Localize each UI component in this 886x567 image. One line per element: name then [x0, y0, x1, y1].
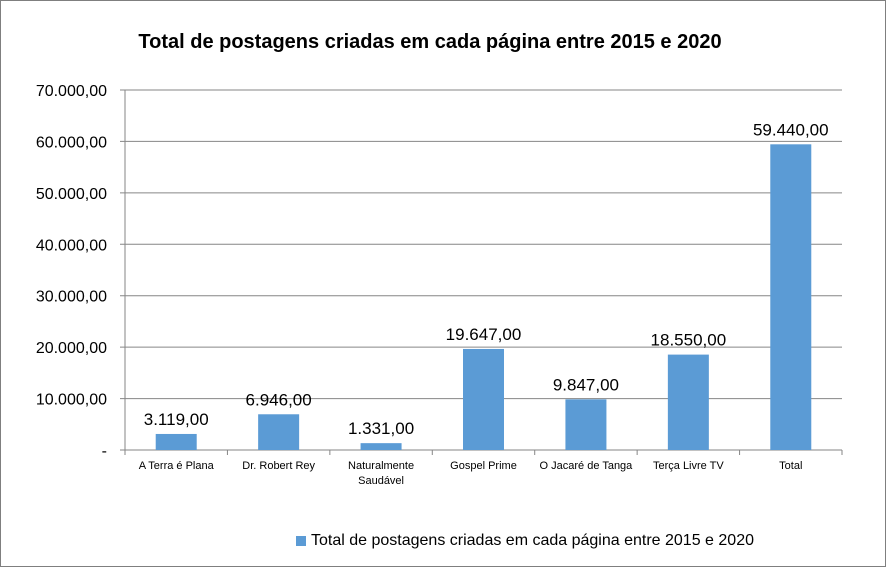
y-tick-label: 20.000,00	[36, 340, 107, 357]
category-label-line: A Terra é Plana	[139, 460, 215, 472]
legend: Total de postagens criadas em cada págin…	[296, 532, 754, 550]
y-tick-label: 10.000,00	[36, 392, 107, 409]
data-label: 3.119,00	[144, 410, 209, 429]
chart-title: Total de postagens criadas em cada págin…	[138, 31, 722, 53]
data-label: 59.440,00	[753, 120, 829, 139]
category-label: Total	[779, 460, 802, 472]
category-label-line: Total	[779, 460, 802, 472]
y-tick-label: 40.000,00	[36, 237, 107, 254]
category-label: O Jacaré de Tanga	[540, 460, 634, 472]
category-label: Naturalmente Saudável	[348, 460, 414, 487]
category-label: Dr. Robert Rey	[242, 460, 315, 472]
bar	[258, 414, 300, 450]
y-tick-label: -	[102, 443, 107, 460]
bar	[770, 144, 812, 450]
data-label: 19.647,00	[446, 325, 522, 344]
category-label-line: Saudável	[358, 475, 404, 487]
category-label-line: Gospel Prime	[450, 460, 517, 472]
category-label-line: Terça Livre TV	[653, 460, 724, 472]
y-tick-label: 30.000,00	[36, 289, 107, 306]
y-tick-label: 50.000,00	[36, 186, 107, 203]
category-label-line: Dr. Robert Rey	[242, 460, 315, 472]
data-label: 18.550,00	[651, 331, 727, 350]
category-label-line: Naturalmente	[348, 460, 414, 472]
data-label: 1.331,00	[348, 419, 414, 438]
data-label: 6.946,00	[246, 390, 312, 409]
category-label: Terça Livre TV	[653, 460, 724, 472]
bar	[565, 399, 607, 450]
legend-swatch	[296, 536, 306, 546]
bar	[155, 433, 197, 450]
category-label: Gospel Prime	[450, 460, 517, 472]
y-tick-label: 70.000,00	[36, 83, 107, 100]
y-tick-label: 60.000,00	[36, 134, 107, 151]
legend-label: Total de postagens criadas em cada págin…	[311, 532, 754, 549]
category-label: A Terra é Plana	[139, 460, 215, 472]
bar	[463, 348, 504, 450]
data-label: 9.847,00	[553, 375, 619, 394]
bar	[360, 443, 402, 450]
bar	[667, 354, 709, 450]
category-label-line: O Jacaré de Tanga	[540, 460, 634, 472]
